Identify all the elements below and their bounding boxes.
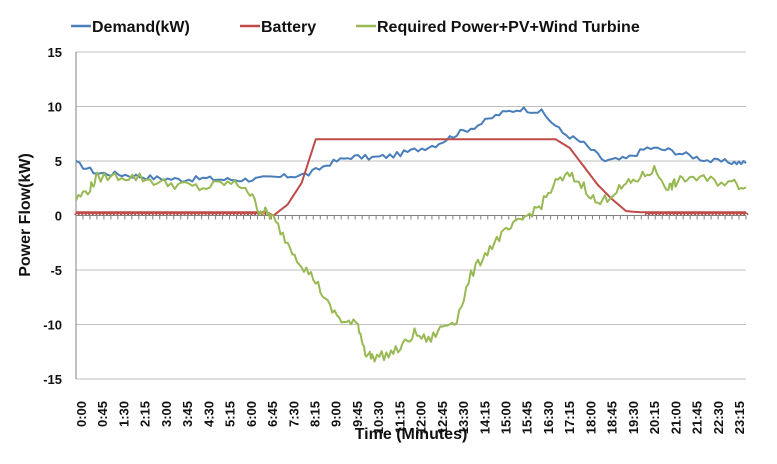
x-tick-label: 0:45 (95, 401, 110, 427)
x-tick-label: 9:00 (329, 401, 344, 427)
x-tick-label: 11:15 (392, 401, 407, 434)
y-tick-label: 10 (48, 100, 62, 115)
legend: Demand(kW) Battery Required Power+PV+Wind … (71, 19, 640, 36)
gridlines (76, 51, 746, 380)
x-tick-label: 18:45 (605, 401, 620, 434)
x-tick-label: 15:00 (499, 401, 514, 434)
y-tick-label: 0 (55, 209, 62, 224)
y-tick-label: -10 (43, 318, 62, 333)
x-tick-label: 12:00 (414, 401, 429, 434)
battery-idle-mark (743, 212, 749, 216)
x-tick-label: 0:00 (74, 401, 89, 427)
y-tick-label: 5 (55, 154, 62, 169)
y-tick-label: 15 (48, 45, 62, 60)
x-tick-label: 3:00 (159, 401, 174, 427)
x-tick-label: 8:15 (308, 401, 323, 427)
x-tick-label: 3:45 (180, 401, 195, 427)
x-tick-label: 7:30 (286, 401, 301, 427)
axes (75, 52, 747, 379)
x-tick-labels: 0:00 0:45 1:30 2:15 3:00 3:45 4:30 5:15 6:00 6:45… (74, 401, 747, 434)
x-tick-label: 6:45 (265, 401, 280, 427)
x-tick-label: 4:30 (201, 401, 216, 427)
x-tick-label: 9:45 (350, 401, 365, 427)
y-tick-label: -15 (43, 372, 62, 387)
y-axis-title: Power Flow(kW) (17, 153, 34, 277)
legend-label: Required Power+PV+Wind Turbine (377, 19, 640, 36)
x-tick-label: 17:15 (562, 401, 577, 434)
x-tick-label: 14:15 (477, 401, 492, 434)
x-tick-label: 5:15 (223, 401, 238, 427)
legend-label: Battery (261, 19, 316, 36)
y-tick-label: -5 (50, 263, 62, 278)
x-axis-title: Time (Minutes) (355, 426, 468, 443)
series-line-2 (76, 138, 746, 217)
x-tick-label: 19:30 (626, 401, 641, 434)
series-line-3 (75, 164, 747, 363)
x-tick-label: 20:15 (647, 401, 662, 434)
series-line-1 (75, 106, 747, 183)
x-tick-label: 2:15 (138, 401, 153, 427)
x-tick-label: 12:45 (435, 401, 450, 434)
x-tick-label: 18:00 (583, 401, 598, 434)
x-tick-label: 15:45 (520, 401, 535, 434)
x-tick-label: 6:00 (244, 401, 259, 427)
series-lines (74, 106, 749, 363)
x-tick-label: 13:30 (456, 401, 471, 434)
x-tick-label: 10:30 (371, 401, 386, 434)
x-tick-label: 23:15 (732, 401, 747, 434)
y-tick-labels: -15 -10 -5 0 5 10 15 (43, 45, 62, 387)
x-tick-label: 21:00 (668, 401, 683, 434)
x-tick-label: 1:30 (117, 401, 132, 427)
x-tick-label: 22:30 (711, 401, 726, 434)
x-tick-label: 21:45 (690, 401, 705, 434)
x-tick-label: 16:30 (541, 401, 556, 434)
legend-label: Demand(kW) (92, 19, 190, 36)
